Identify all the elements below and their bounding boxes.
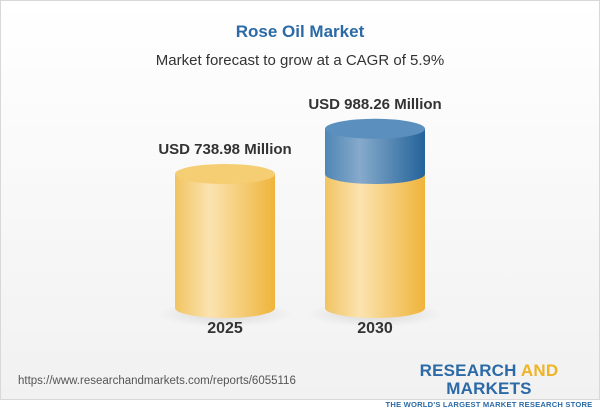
research-and-markets-logo[interactable]: RESEARCH AND MARKETS THE WORLD'S LARGEST… [384,362,594,409]
report-url[interactable]: https://www.researchandmarkets.com/repor… [18,375,296,387]
chart-subtitle: Market forecast to grow at a CAGR of 5.9… [155,52,445,69]
data-label-2025: USD 738.98 Million [158,141,291,158]
logo-tagline: THE WORLD'S LARGEST MARKET RESEARCH STOR… [385,400,593,409]
chart-title: Rose Oil Market [235,22,365,41]
background-frame [0,0,600,400]
data-label-2030: USD 988.26 Million [308,96,441,113]
cylinder-growth-2030 [325,128,425,184]
logo-text-and: AND [520,361,559,380]
cylinder-chart: USD 738.98 Million 2025 USD 988.26 Million… [157,96,443,337]
cylinder-top-2025 [175,164,275,184]
category-label-2025: 2025 [207,320,243,337]
logo-text-markets: MARKETS [446,379,532,398]
category-label-2030: 2030 [357,320,393,337]
cylinder-2025 [175,174,275,318]
logo-text-research: RESEARCH [419,361,521,380]
cylinder-top-2030 [325,118,425,139]
cylinder-base-2030 [325,174,425,318]
